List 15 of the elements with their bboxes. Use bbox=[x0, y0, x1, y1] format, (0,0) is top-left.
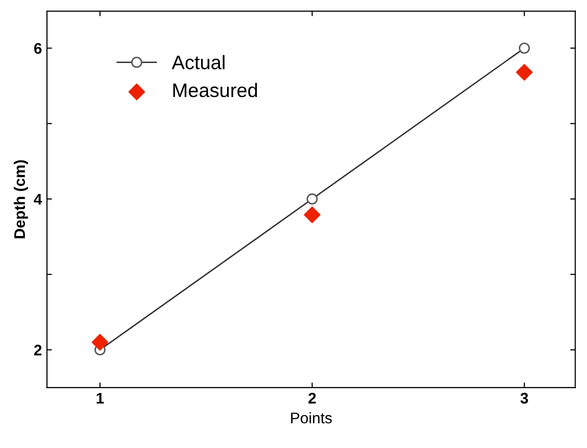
y-axis-title: Depth (cm) bbox=[14, 160, 28, 238]
x-tick-label: 3 bbox=[520, 392, 528, 404]
y-tick-label: 4 bbox=[34, 194, 42, 205]
point bbox=[518, 42, 530, 54]
x-axis-title: Points bbox=[291, 412, 332, 424]
point bbox=[516, 64, 533, 81]
legend-label: Actual bbox=[172, 55, 224, 70]
point bbox=[92, 334, 108, 351]
x-tick-label: 2 bbox=[308, 392, 316, 404]
x-tick-label: 1 bbox=[96, 392, 104, 404]
y-tick-label: 6 bbox=[34, 43, 42, 54]
legend-label: Measured bbox=[173, 82, 257, 98]
point bbox=[304, 206, 320, 224]
y-tick-label: 2 bbox=[34, 344, 42, 356]
point bbox=[306, 193, 318, 205]
